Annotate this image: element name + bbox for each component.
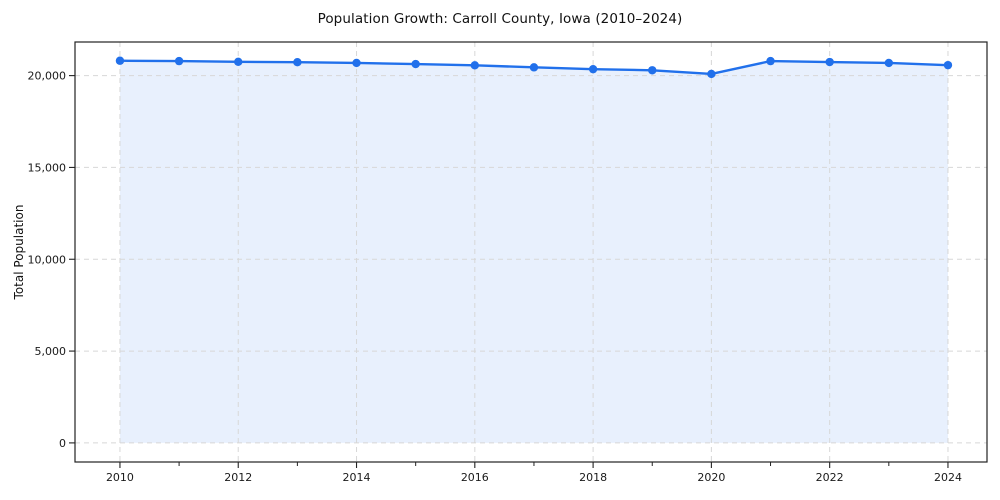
y-tick-label: 15,000 — [28, 161, 67, 174]
data-point — [115, 56, 125, 65]
data-point — [943, 60, 953, 70]
data-point — [234, 57, 243, 67]
y-tick-label: 20,000 — [28, 70, 67, 83]
x-tick-label: 2010 — [106, 471, 134, 484]
x-tick-label: 2014 — [343, 471, 371, 484]
data-point — [293, 58, 302, 67]
data-point — [825, 57, 834, 67]
x-tick-label: 2016 — [461, 471, 489, 484]
data-point — [707, 69, 716, 79]
data-point — [174, 56, 184, 66]
x-tick-label: 2024 — [934, 471, 962, 484]
area-fill — [119, 60, 948, 443]
data-point — [588, 64, 598, 74]
y-tick-label: 10,000 — [28, 253, 67, 266]
x-tick-label: 2020 — [697, 471, 725, 484]
y-tick-label: 5,000 — [35, 345, 67, 358]
x-tick-label: 2018 — [579, 471, 607, 484]
data-point — [529, 63, 539, 72]
x-tick-label: 2022 — [816, 471, 844, 484]
data-point — [766, 56, 775, 66]
data-point — [352, 58, 361, 68]
data-point — [884, 58, 894, 68]
x-tick-label: 2012 — [224, 471, 252, 484]
plot-border — [74, 41, 988, 463]
y-tick-label: 0 — [59, 437, 66, 450]
data-point — [648, 66, 657, 75]
data-point — [470, 61, 480, 70]
data-point — [411, 59, 420, 69]
chart-title: Population Growth: Carroll County, Iowa … — [317, 11, 683, 27]
